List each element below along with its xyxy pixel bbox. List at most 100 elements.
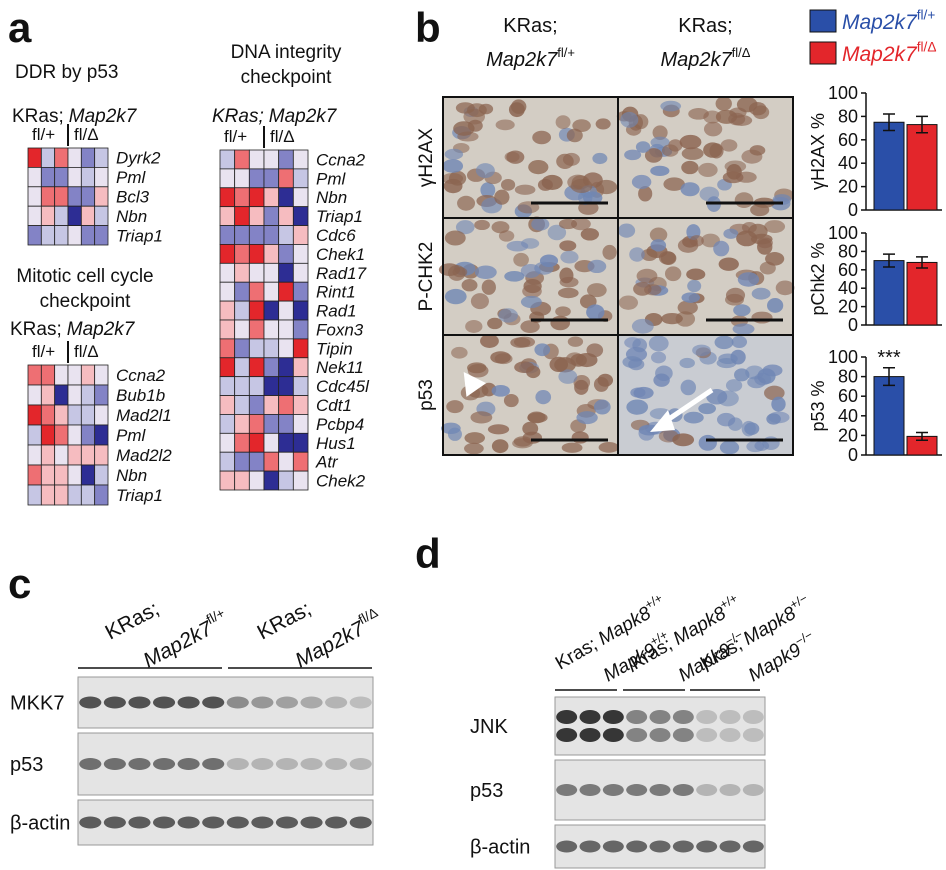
nucleus (504, 270, 525, 282)
band (556, 840, 578, 853)
text-part: Pml (316, 169, 347, 188)
nucleus (644, 284, 662, 296)
nucleus (723, 228, 739, 239)
nucleus (566, 352, 584, 365)
band (602, 840, 624, 853)
genotype: KRas; Map2k7 (12, 106, 138, 127)
heatmap-cell (219, 149, 236, 170)
panel-label: c (8, 560, 31, 607)
heatmap-cell (54, 364, 69, 386)
heatmap-title: DDR by p53 (15, 62, 119, 83)
nucleus (680, 182, 700, 197)
band (103, 758, 126, 770)
heatmap-cell (248, 281, 265, 302)
text-part: Nbn (116, 466, 147, 485)
heatmap-cell (27, 404, 42, 426)
gene-label: Pcbp4 (316, 415, 364, 434)
heatmap-cell (40, 147, 56, 168)
heatmap-cell (263, 470, 280, 491)
nucleus (714, 335, 734, 350)
heatmap-cell (219, 470, 236, 491)
gene-label: Cdc6 (316, 226, 356, 245)
heatmap-cell (27, 166, 42, 188)
heatmap-cell (219, 206, 236, 226)
gene-label: Foxn3 (316, 320, 364, 339)
heatmap-cell (94, 384, 109, 406)
text-part: Triap1 (116, 486, 163, 505)
heatmap-cell (67, 484, 82, 506)
heatmap-cell (67, 205, 82, 226)
nucleus (757, 239, 773, 255)
nucleus (683, 411, 704, 424)
text-part: Rad17 (316, 264, 367, 283)
nucleus (480, 182, 496, 198)
text-part: checkpoint (40, 291, 132, 312)
genotype: KRas; Map2k7 (212, 106, 338, 127)
nucleus (572, 119, 591, 132)
heatmap-cell (27, 225, 42, 246)
nucleus (555, 306, 571, 317)
heatmap-cell (80, 424, 96, 446)
heatmap-cell (94, 186, 109, 207)
gene-label: Rad17 (316, 264, 367, 283)
y-tick-label: 20 (838, 297, 858, 317)
heatmap-cell (54, 484, 69, 506)
row-label: p53 (416, 379, 437, 411)
nucleus (500, 178, 516, 191)
text-part: Mitotic cell cycle (16, 266, 153, 287)
band (649, 710, 671, 724)
heatmap-cell (54, 464, 69, 486)
heatmap-cell (248, 300, 265, 321)
heatmap-cell (248, 451, 265, 472)
nucleus (481, 279, 496, 295)
nucleus (718, 257, 739, 271)
nucleus (557, 287, 579, 299)
nucleus (474, 265, 497, 280)
heatmap-cell (94, 147, 109, 168)
heatmap-cell (94, 205, 109, 226)
gene-label: Bcl3 (116, 188, 150, 207)
heatmap-cell (219, 432, 236, 453)
band (626, 728, 648, 742)
band (226, 696, 249, 709)
y-tick-label: 20 (838, 425, 858, 445)
nucleus (632, 338, 648, 353)
nucleus (725, 379, 743, 392)
heatmap-title: DNA integrity (231, 42, 342, 63)
text-part: KRas; (212, 106, 264, 127)
nucleus (511, 99, 527, 114)
heatmap-cell (94, 404, 109, 426)
gene-label: Nbn (116, 207, 147, 226)
heatmap-cell (278, 338, 294, 359)
text-part: β-actin (10, 813, 70, 835)
gene-label: Ccna2 (316, 150, 366, 169)
band (128, 758, 151, 770)
heatmap-cell (67, 404, 82, 426)
nucleus (730, 349, 746, 365)
text-part: Map2k7 (69, 106, 138, 127)
heatmap-cell (278, 414, 294, 434)
band (649, 840, 671, 853)
heatmap-cell (67, 186, 82, 207)
heatmap-cell (54, 444, 69, 466)
nucleus (618, 223, 636, 238)
panel-label: b (415, 4, 441, 51)
nucleus (641, 248, 658, 261)
heatmap-cell (278, 300, 294, 321)
band (349, 816, 372, 829)
band (128, 816, 151, 829)
heatmap-cell (40, 384, 56, 406)
y-tick-label: 100 (828, 347, 858, 367)
heatmap-cell (278, 168, 294, 189)
nucleus (580, 228, 599, 241)
nucleus (571, 431, 589, 444)
heatmap-cell (27, 424, 42, 446)
band (300, 816, 323, 829)
heatmap-cell (263, 300, 280, 321)
heatmap-cell (40, 484, 56, 506)
heatmap-cell (278, 149, 294, 170)
heatmap-cell (234, 187, 250, 208)
nucleus (652, 125, 668, 140)
heatmap-cell (219, 376, 236, 396)
nucleus (457, 195, 476, 211)
